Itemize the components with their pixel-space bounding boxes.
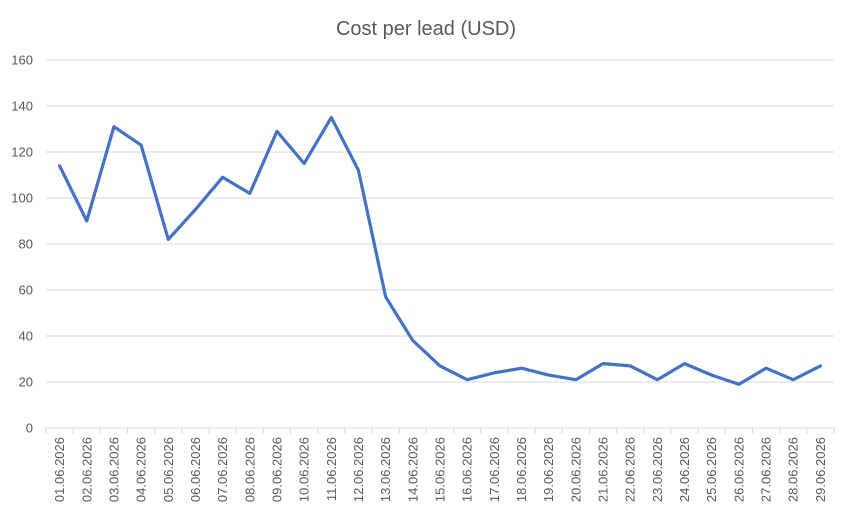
x-tick-label: 24.06.2026 [677, 437, 692, 502]
x-tick-label: 09.06.2026 [269, 437, 284, 502]
gridlines [46, 59, 834, 383]
x-tick-label: 19.06.2026 [541, 437, 556, 502]
x-tick-label: 25.06.2026 [704, 437, 719, 502]
y-tick-label: 80 [19, 237, 33, 252]
x-tick-label: 06.06.2026 [188, 437, 203, 502]
series-lines [57, 115, 823, 386]
x-tick-label: 01.06.2026 [52, 437, 67, 502]
x-tick-label: 23.06.2026 [650, 437, 665, 502]
y-tick-label: 60 [19, 283, 33, 298]
x-tick-label: 05.06.2026 [161, 437, 176, 502]
y-tick-label: 0 [26, 421, 33, 436]
x-tick-label: 17.06.2026 [487, 437, 502, 502]
x-tick-label: 08.06.2026 [242, 437, 257, 502]
x-tick-label: 13.06.2026 [378, 437, 393, 502]
x-tick-label: 26.06.2026 [731, 437, 746, 502]
x-tick-label: 14.06.2026 [405, 437, 420, 502]
x-tick-label: 21.06.2026 [596, 437, 611, 502]
y-axis-tick-labels: 0 20 40 60 80 100 120 140 160 [11, 53, 33, 436]
y-tick-label: 160 [11, 53, 33, 68]
x-tick-label: 04.06.2026 [134, 437, 149, 502]
x-tick-label: 22.06.2026 [623, 437, 638, 502]
x-axis: 01.06.2026 02.06.2026 03.06.2026 04.06.2026… [45, 427, 835, 502]
x-tick-label: 10.06.2026 [297, 437, 312, 502]
y-tick-label: 100 [11, 191, 33, 206]
y-tick-label: 120 [11, 145, 33, 160]
x-tick-label: 27.06.2026 [759, 437, 774, 502]
x-tick-label: 11.06.2026 [324, 437, 339, 501]
y-tick-label: 20 [19, 375, 33, 390]
x-tick-label: 16.06.2026 [460, 437, 475, 502]
x-tick-label: 15.06.2026 [433, 437, 448, 502]
x-tick-label: 07.06.2026 [215, 437, 230, 502]
x-tick-label: 02.06.2026 [79, 437, 94, 502]
y-tick-label: 40 [19, 329, 33, 344]
x-tick-label: 03.06.2026 [106, 437, 121, 502]
series-line [57, 115, 823, 386]
x-tick-label: 29.06.2026 [813, 437, 828, 502]
x-tick-label: 18.06.2026 [514, 437, 529, 502]
y-tick-label: 140 [11, 99, 33, 114]
x-tick-label: 20.06.2026 [568, 437, 583, 502]
x-tick-label: 28.06.2026 [786, 437, 801, 502]
x-tick-label: 12.06.2026 [351, 437, 366, 502]
chart-title: Cost per lead (USD) [336, 18, 516, 40]
